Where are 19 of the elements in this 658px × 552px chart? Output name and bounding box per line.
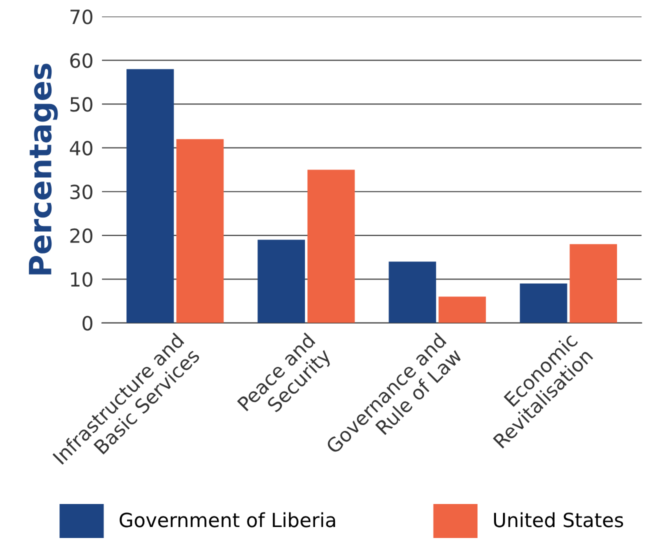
bar bbox=[176, 139, 224, 323]
bar bbox=[307, 170, 355, 323]
bar bbox=[258, 240, 305, 323]
bar bbox=[520, 284, 568, 323]
y-tick-label: 30 bbox=[70, 184, 92, 200]
bar bbox=[126, 69, 174, 323]
y-tick-label: 20 bbox=[70, 228, 92, 244]
legend-label: Government of Liberia bbox=[120, 512, 336, 528]
bar bbox=[438, 296, 486, 323]
bar bbox=[388, 262, 436, 323]
y-tick-label: 40 bbox=[70, 140, 92, 156]
y-tick-label: 50 bbox=[70, 97, 92, 112]
y-axis-title: Percentages bbox=[28, 64, 58, 274]
y-tick-label: 0 bbox=[82, 316, 92, 331]
legend-label: United States bbox=[494, 512, 624, 528]
bar bbox=[570, 244, 618, 323]
y-tick-label: 60 bbox=[70, 53, 92, 68]
y-tick-label: 10 bbox=[71, 272, 92, 287]
y-tick-label: 70 bbox=[70, 10, 92, 24]
